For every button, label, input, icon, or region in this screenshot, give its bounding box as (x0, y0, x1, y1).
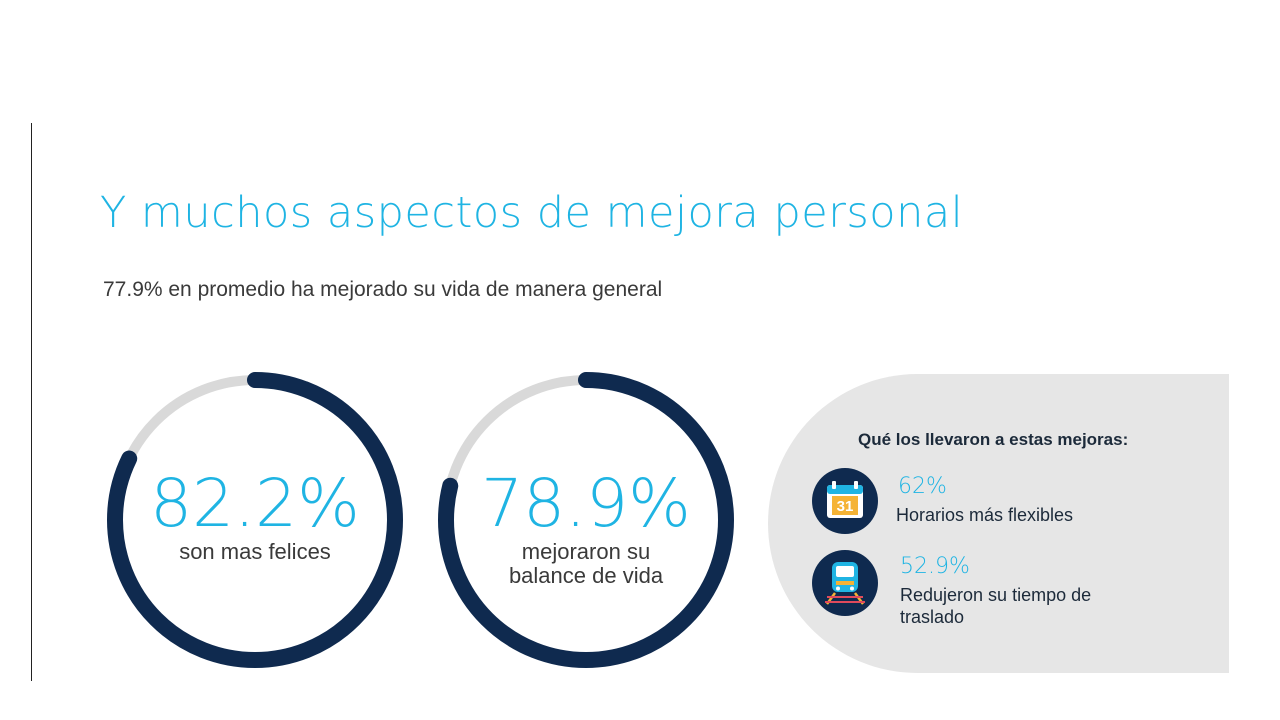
stat-caption: mejoraron su balance de vida (508, 539, 664, 588)
reason-percent: 52.9% (900, 554, 970, 579)
stat-percent: 82.2% (150, 465, 360, 542)
page-subtitle: 77.9% en promedio ha mejorado su vida de… (103, 278, 663, 301)
reason-label: Redujeron su tiempo de traslado (900, 585, 1092, 627)
ring-progress (107, 372, 403, 668)
calendar-day: 31 (837, 498, 854, 515)
reason-percent: 62% (898, 474, 947, 499)
ring-chart (438, 372, 734, 668)
reasons-title: Qué los llevaron a estas mejoras: (858, 430, 1129, 449)
calendar-icon: 31 (812, 468, 878, 534)
ring-progress (438, 372, 734, 668)
reason-label: Horarios más flexibles (896, 505, 1074, 525)
page-title: Y muchos aspectos de mejora personal (100, 188, 964, 238)
ring-chart (107, 372, 403, 668)
stat-caption: son mas felices (179, 539, 331, 564)
train-icon (812, 550, 878, 616)
stat-percent: 78.9% (481, 465, 691, 542)
left-divider-line (31, 123, 32, 681)
stat-ring-happier: 82.2% son mas felices (100, 365, 410, 675)
stat-ring-balance: 78.9% mejoraron su balance de vida (431, 365, 741, 675)
